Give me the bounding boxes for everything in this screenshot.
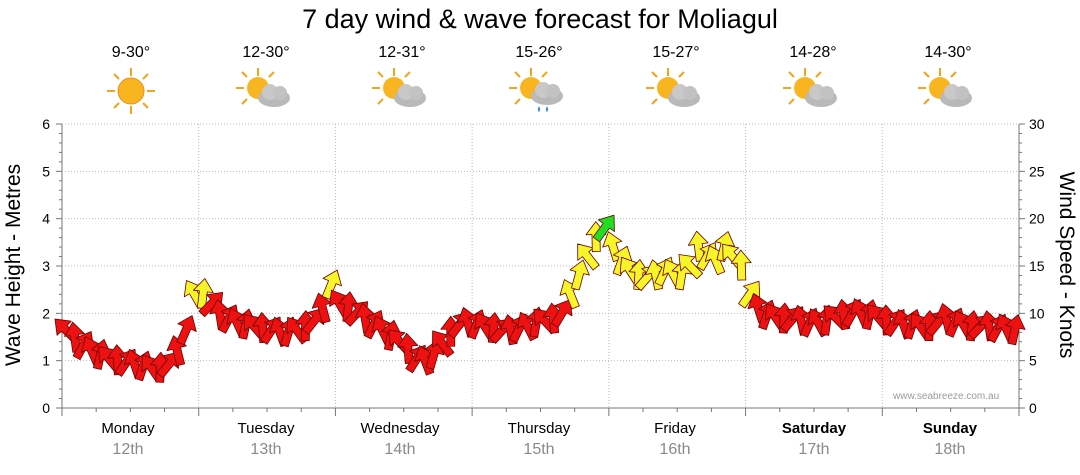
weather-day-2: 12-31° xyxy=(362,44,442,116)
day-date: 17th xyxy=(798,441,830,458)
sun-icon xyxy=(107,68,155,114)
wind-arrow xyxy=(156,351,180,379)
weather-day-0: 9-30° xyxy=(91,44,171,116)
temperature-range: 15-27° xyxy=(652,44,700,61)
temperature-range: 15-26° xyxy=(515,44,563,61)
temperature-range: 12-31° xyxy=(378,44,426,61)
wind-arrow xyxy=(569,259,590,291)
day-date: 13th xyxy=(250,441,282,458)
temperature-range: 12-30° xyxy=(242,44,290,61)
wind-arrow xyxy=(301,307,325,335)
weather-day-5: 14-28° xyxy=(773,44,853,116)
left-tick-label: 5 xyxy=(42,163,50,179)
day-date: 15th xyxy=(523,441,555,458)
day-name: Friday xyxy=(654,420,696,437)
day-name: Tuesday xyxy=(237,420,295,437)
right-tick-label: 20 xyxy=(1029,211,1045,227)
axis-ticks: 0 1 2 3 4 5 6 0 5 10 15 20 25 30 xyxy=(42,116,1045,416)
day-label-friday: Friday 16th xyxy=(610,420,740,459)
wind-arrow xyxy=(550,299,573,328)
wind-arrow xyxy=(1005,314,1026,346)
wind-arrow xyxy=(678,254,704,280)
weather-day-4: 15-27° xyxy=(636,44,716,116)
sun-cloud-icon xyxy=(646,68,700,107)
weather-day-1: 12-30° xyxy=(226,44,306,116)
day-name: Sunday xyxy=(922,420,978,437)
sun-cloud-icon xyxy=(236,68,290,107)
right-tick-label: 25 xyxy=(1029,163,1045,179)
day-date: 16th xyxy=(659,441,691,458)
chart-title: 7 day wind & wave forecast for Moliagul xyxy=(302,4,778,34)
weather-day-3: 15-26° xyxy=(499,44,579,116)
right-tick-label: 0 xyxy=(1029,400,1037,416)
temperature-range: 14-30° xyxy=(924,44,972,61)
wind-arrow xyxy=(321,269,342,300)
day-label-monday: Monday 12th xyxy=(63,420,193,459)
day-date: 18th xyxy=(934,441,966,458)
right-tick-label: 15 xyxy=(1029,258,1045,274)
day-label-sunday: Sunday 18th xyxy=(885,420,1015,459)
day-name: Saturday xyxy=(781,420,847,437)
left-tick-label: 3 xyxy=(42,258,50,274)
weather-day-6: 14-30° xyxy=(908,44,988,116)
day-date: 12th xyxy=(112,441,144,458)
day-label-wednesday: Wednesday 14th xyxy=(335,420,465,459)
left-tick-label: 0 xyxy=(42,400,50,416)
day-label-tuesday: Tuesday 13th xyxy=(201,420,331,459)
left-tick-label: 2 xyxy=(42,305,50,321)
left-tick-label: 4 xyxy=(42,211,50,227)
chart-grid xyxy=(61,123,1020,409)
day-name: Wednesday xyxy=(360,420,440,437)
sun-cloud-rain-icon xyxy=(509,68,563,112)
left-tick-label: 6 xyxy=(42,116,50,132)
wind-arrow xyxy=(730,249,752,281)
wind-arrow xyxy=(424,339,445,370)
day-name: Thursday xyxy=(507,420,571,437)
day-name: Monday xyxy=(101,420,155,437)
wind-arrow xyxy=(176,315,197,346)
sun-cloud-icon xyxy=(372,68,426,107)
credit-text: www.seabreeze.com.au xyxy=(893,391,1000,402)
temperature-range: 9-30° xyxy=(111,44,151,61)
sun-cloud-icon xyxy=(783,68,837,107)
temperature-range: 14-28° xyxy=(789,44,837,61)
day-date: 14th xyxy=(384,441,416,458)
right-tick-label: 30 xyxy=(1029,116,1045,132)
right-tick-label: 5 xyxy=(1029,353,1037,369)
left-tick-label: 1 xyxy=(42,353,50,369)
wind-arrow xyxy=(592,214,615,243)
right-tick-label: 10 xyxy=(1029,305,1045,321)
sun-cloud-icon xyxy=(918,68,972,107)
day-label-thursday: Thursday 15th xyxy=(474,420,604,459)
day-label-saturday: Saturday 17th xyxy=(749,420,879,459)
wind-arrows xyxy=(54,214,1026,383)
